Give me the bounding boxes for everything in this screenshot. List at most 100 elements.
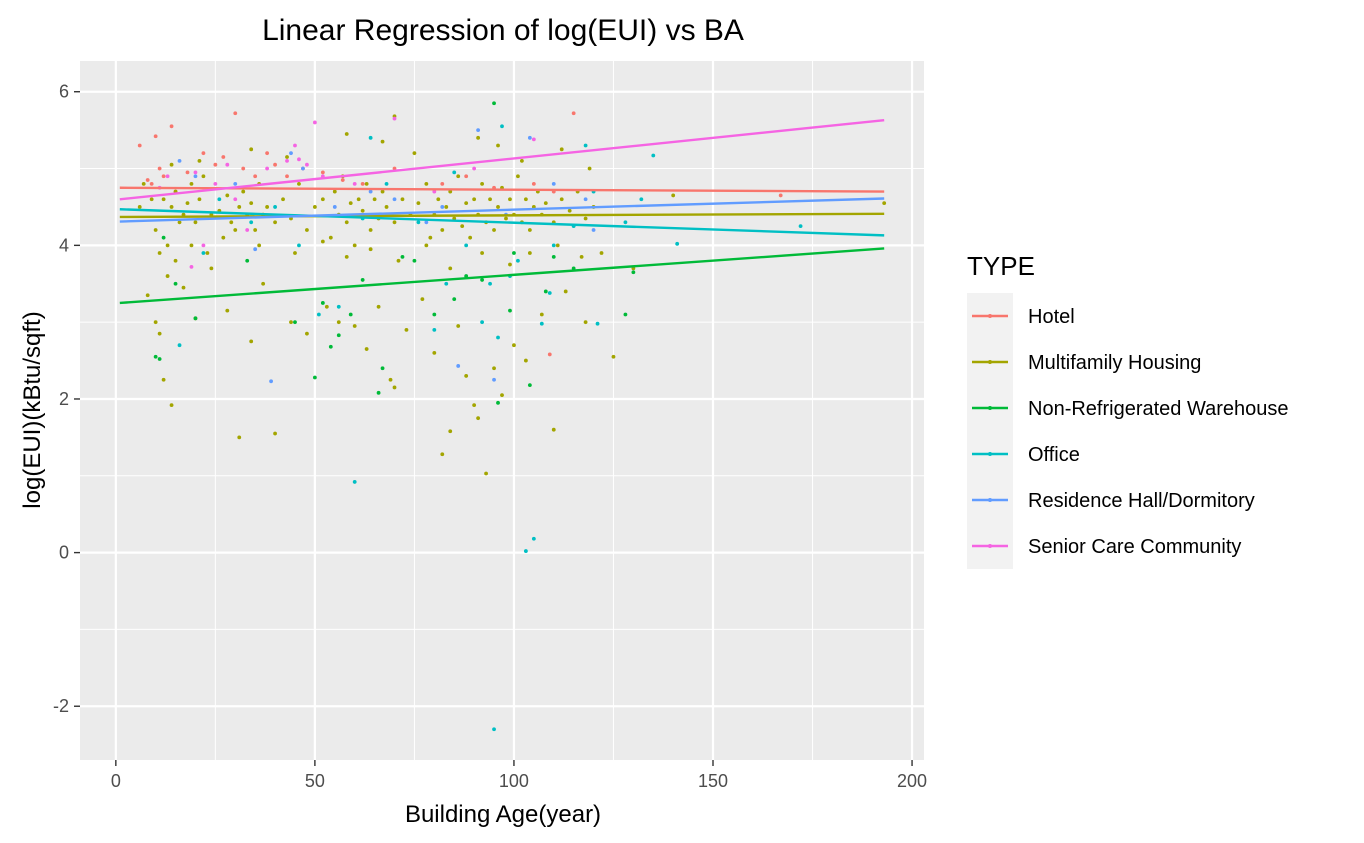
data-point xyxy=(480,320,484,325)
data-point xyxy=(169,205,174,209)
data-point xyxy=(551,254,556,259)
data-point xyxy=(508,262,512,267)
data-point xyxy=(444,205,449,209)
data-point xyxy=(508,308,512,313)
regression-lines xyxy=(119,118,885,305)
data-point xyxy=(360,278,365,282)
data-point xyxy=(273,431,277,436)
data-point xyxy=(281,197,285,202)
y-tick-label: 0 xyxy=(59,543,69,563)
data-point xyxy=(376,304,381,309)
data-point xyxy=(165,174,170,179)
data-point xyxy=(165,243,170,248)
data-point xyxy=(189,264,194,269)
data-point xyxy=(539,321,544,326)
data-point xyxy=(380,366,385,371)
data-point xyxy=(392,220,397,225)
data-point xyxy=(416,220,421,225)
data-point xyxy=(440,182,445,186)
data-point xyxy=(492,727,496,732)
data-point xyxy=(555,243,560,248)
data-point xyxy=(289,320,293,325)
data-point xyxy=(237,435,242,440)
data-point xyxy=(201,174,206,179)
data-point xyxy=(400,254,405,259)
data-point xyxy=(368,189,373,194)
data-point xyxy=(527,228,532,232)
data-point xyxy=(157,331,162,336)
x-tick-label: 100 xyxy=(499,771,529,791)
data-point xyxy=(496,143,500,148)
data-point xyxy=(173,258,178,263)
data-point xyxy=(153,354,158,359)
data-point xyxy=(420,297,425,302)
data-point xyxy=(372,197,377,202)
data-point xyxy=(340,178,345,182)
data-point xyxy=(201,251,206,255)
data-point xyxy=(468,235,473,240)
data-point xyxy=(352,480,357,484)
data-point xyxy=(348,312,353,317)
legend-title: TYPE xyxy=(967,251,1035,281)
data-point xyxy=(392,197,397,202)
data-point xyxy=(587,166,592,171)
data-point xyxy=(543,201,548,206)
data-point xyxy=(368,228,373,232)
data-point xyxy=(539,312,544,317)
data-point xyxy=(500,124,504,129)
x-axis-title: Building Age(year) xyxy=(405,801,601,828)
y-tick-label: 6 xyxy=(59,82,69,102)
data-point xyxy=(332,205,337,209)
data-point xyxy=(249,201,254,206)
y-axis-title: log(EUI)(kBtu/sqft) xyxy=(19,311,46,508)
data-point xyxy=(320,197,325,202)
data-point xyxy=(543,289,548,294)
regression-line xyxy=(119,118,885,201)
data-point xyxy=(269,379,273,384)
data-point xyxy=(352,182,357,186)
data-point xyxy=(241,166,246,171)
data-point xyxy=(500,393,504,398)
data-point xyxy=(289,151,293,156)
data-point xyxy=(161,235,166,240)
data-point xyxy=(404,327,409,332)
data-point xyxy=(476,128,481,133)
data-point xyxy=(392,166,397,171)
data-point xyxy=(376,390,381,395)
data-point xyxy=(882,201,887,206)
data-point xyxy=(348,201,353,206)
data-point xyxy=(189,182,194,186)
data-point xyxy=(249,147,254,152)
data-point xyxy=(185,201,190,206)
data-point xyxy=(293,320,297,325)
legend-key-point xyxy=(988,498,992,502)
data-point xyxy=(253,228,258,232)
data-point xyxy=(364,347,369,351)
data-point xyxy=(336,333,341,338)
data-point xyxy=(301,166,305,171)
legend-key-point xyxy=(988,360,992,364)
data-point xyxy=(547,291,552,295)
data-point xyxy=(149,197,154,202)
data-point xyxy=(639,197,644,202)
minor-gridlines xyxy=(80,61,924,760)
data-point xyxy=(320,239,325,244)
data-point xyxy=(388,377,393,382)
data-point xyxy=(516,174,520,179)
data-point xyxy=(392,116,397,121)
data-point xyxy=(253,247,258,252)
data-point xyxy=(579,254,584,259)
data-point xyxy=(400,197,405,202)
data-point xyxy=(456,364,461,368)
data-point xyxy=(464,201,469,206)
y-tick-label: 2 xyxy=(59,389,69,409)
data-point xyxy=(523,197,528,202)
data-point xyxy=(305,228,309,232)
data-point xyxy=(488,281,492,286)
data-point xyxy=(464,243,469,248)
legend-items: Hotel Multifamily Housing Non-Refrigerated… xyxy=(967,293,1289,569)
data-point xyxy=(448,429,453,434)
data-point xyxy=(153,134,158,139)
major-gridlines xyxy=(80,61,924,760)
data-point xyxy=(153,320,158,325)
